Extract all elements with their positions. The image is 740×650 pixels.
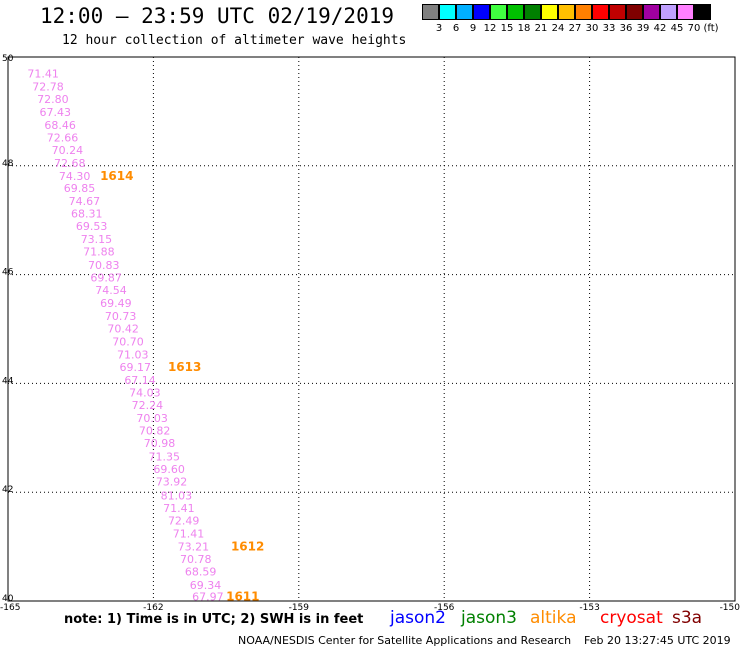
wave-height-value: 73.92 xyxy=(156,476,188,489)
wave-height-value: 74.67 xyxy=(69,195,101,208)
wave-height-value: 70.73 xyxy=(105,310,137,323)
wave-height-value: 69.17 xyxy=(119,361,150,374)
longitude-label: -150 xyxy=(720,603,740,613)
wave-height-value: 67.43 xyxy=(40,106,72,119)
satellite-label-cryosat: cryosat xyxy=(600,608,663,628)
wave-height-value: 70.83 xyxy=(88,259,120,272)
wave-height-value: 69.85 xyxy=(64,182,95,195)
orbit-number-label: 1611 xyxy=(226,589,259,603)
wave-height-value: 70.82 xyxy=(139,425,171,438)
wave-height-value: 70.98 xyxy=(144,437,176,450)
wave-height-value: 72.78 xyxy=(32,81,64,94)
wave-height-value: 71.41 xyxy=(27,68,58,81)
wave-height-value: 69.87 xyxy=(90,272,122,285)
satellite-label-altika: altika xyxy=(530,608,577,628)
wave-height-value: 70.24 xyxy=(52,144,83,157)
wave-height-value: 71.88 xyxy=(83,246,115,259)
wave-height-value: 67.14 xyxy=(124,374,156,387)
latitude-label: 50 xyxy=(2,54,14,64)
latitude-label: 46 xyxy=(2,268,14,278)
wave-height-value: 72.68 xyxy=(54,157,86,170)
wave-height-value: 68.31 xyxy=(71,207,103,220)
orbit-number-label: 1613 xyxy=(168,360,201,374)
latitude-label: 44 xyxy=(2,376,14,386)
footer-credit: NOAA/NESDIS Center for Satellite Applica… xyxy=(238,634,571,647)
wave-height-value: 71.03 xyxy=(117,348,149,361)
satellite-label-jason3: jason3 xyxy=(461,608,517,628)
wave-height-value: 67.97 xyxy=(192,590,224,603)
orbit-number-label: 1612 xyxy=(231,539,264,553)
satellite-label-s3a: s3a xyxy=(672,608,702,628)
wave-height-value: 69.53 xyxy=(76,220,108,233)
wave-height-value: 72.24 xyxy=(132,399,164,412)
wave-height-value: 74.03 xyxy=(129,386,161,399)
wave-height-value: 72.80 xyxy=(37,93,69,106)
footer-timestamp: Feb 20 13:27:45 UTC 2019 xyxy=(584,634,731,647)
wave-height-value: 70.03 xyxy=(136,412,168,425)
wave-height-value: 73.15 xyxy=(81,233,113,246)
footer-note: note: 1) Time is in UTC; 2) SWH is in fe… xyxy=(64,612,363,627)
wave-height-value: 70.42 xyxy=(107,322,138,335)
wave-height-value: 71.35 xyxy=(149,451,181,464)
wave-height-value: 71.41 xyxy=(173,527,205,540)
latitude-label: 42 xyxy=(2,485,13,495)
wave-height-value: 69.49 xyxy=(100,297,132,310)
wave-height-value: 70.78 xyxy=(180,553,212,566)
wave-height-value: 68.59 xyxy=(185,565,217,578)
wave-height-value: 72.66 xyxy=(47,131,78,144)
longitude-label: -153 xyxy=(579,603,599,613)
wave-height-value: 74.54 xyxy=(95,284,127,297)
wave-height-value: 81.03 xyxy=(161,489,193,502)
wave-height-value: 73.21 xyxy=(178,540,210,553)
latitude-label: 48 xyxy=(2,159,14,169)
wave-height-value: 68.46 xyxy=(44,119,76,132)
wave-height-value: 71.41 xyxy=(163,502,195,515)
wave-height-value: 70.70 xyxy=(112,335,144,348)
wave-height-value: 69.60 xyxy=(153,463,185,476)
satellite-label-jason2: jason2 xyxy=(390,608,446,628)
orbit-number-label: 1614 xyxy=(100,169,133,183)
longitude-label: -165 xyxy=(0,603,20,613)
wave-height-value: 72.49 xyxy=(168,514,200,527)
altimeter-map: 504846444240-165-162-159-156-153-15071.4… xyxy=(0,0,740,650)
